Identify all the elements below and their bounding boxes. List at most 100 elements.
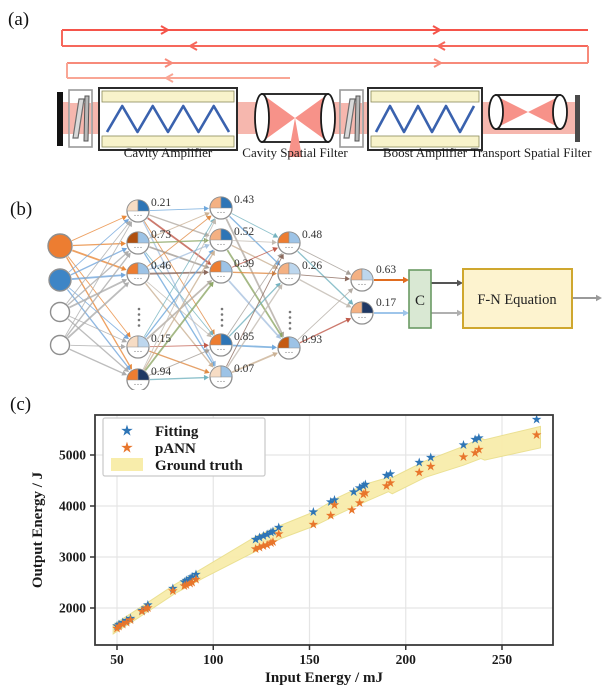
nn-edge [231,244,276,268]
axes-frame [94,414,554,646]
node-activation-wedge [288,231,301,244]
nn-edge [71,274,124,280]
node-activation-wedge [220,333,233,346]
scatter-point-pann: ★ [425,459,436,474]
scatter-point-pann: ★ [185,575,196,590]
nn-edge [66,222,130,304]
flashlamp-strip [101,135,235,148]
nn-edge [67,318,128,371]
node-ellipsis: ··· [134,347,143,357]
legend-entry-label: pANN [155,441,196,457]
scatter-point-fitting: ★ [125,611,136,626]
arrowhead [127,221,132,228]
arrowhead [203,374,210,381]
ground-truth-band [112,425,541,635]
nn-edge [72,242,124,247]
scatter-point-fitting: ★ [185,571,196,586]
node-value: 0.94 [151,366,171,378]
y-tick-label: 3000 [59,550,86,565]
scatter-point-pann: ★ [325,507,336,522]
mirror-right [575,95,580,142]
scatter-point-pann: ★ [473,442,484,457]
node-ellipsis: ··· [217,377,226,387]
scatter-point-pann: ★ [531,427,542,442]
nn-edge [149,214,208,236]
lens-ellipse [552,94,568,130]
node-activation-wedge [126,335,139,348]
scatter-point-fitting: ★ [273,520,284,535]
vertical-ellipsis-dots [137,307,141,311]
nn-edge [232,240,275,243]
node-ellipsis: ··· [285,243,294,253]
node-activation-wedge [209,365,222,378]
nn-edge [68,220,128,273]
nn-edge [231,248,276,268]
arrowhead [123,282,130,288]
arrowhead [277,284,283,290]
nn-edge [143,220,214,337]
arrowhead [403,276,409,284]
arrowhead [120,240,127,247]
nn-edge [147,217,210,264]
legend-entry-label: Fitting [155,424,199,440]
arrowhead [121,370,128,376]
panel-c-scatter-chart: (c) ★★★★★★★★★ ★★★★★★★★★★★★★★★★★★★★★★ ★★ ★★★… [10,394,554,686]
arrowhead [121,265,127,271]
node-value: 0.39 [234,258,254,270]
nn-edge [148,213,208,239]
scatter-point-fitting: ★ [385,466,396,481]
node-activation-wedge [209,260,222,273]
node-activation-wedge [350,268,363,281]
scatter-point-fitting: ★ [265,524,276,539]
node-ellipsis: ··· [358,313,367,323]
nn-edge [228,284,280,337]
flashlamp-strip [101,90,235,103]
scatter-point-pann: ★ [254,540,265,555]
arrowhead [272,232,279,238]
scatter-point-fitting: ★ [473,430,484,445]
scatter-point-fitting: ★ [117,615,128,630]
lens-ellipse [320,93,336,143]
arrowhead [403,309,409,317]
scatter-point-fitting: ★ [360,476,371,491]
scatter-point-pann: ★ [469,445,480,460]
scatter-point-pann: ★ [385,475,396,490]
nn-edge [70,248,125,276]
scatter-point-pann: ★ [265,535,276,550]
scatter-point-fitting: ★ [113,617,124,632]
scatter-point-pann: ★ [117,617,128,632]
nn-edge [299,248,349,274]
node-activation-wedge [288,336,301,349]
node-activation-wedge [277,231,290,244]
scatter-point-fitting: ★ [267,523,278,538]
arrowhead [204,231,210,237]
scatter-point-fitting: ★ [111,618,122,633]
nn-edge [148,245,208,271]
input-node [49,334,71,356]
pinhole-cone [288,118,302,157]
vertical-ellipsis-dots [220,324,224,327]
scatter-point-pann: ★ [258,538,269,553]
x-tick-label: 200 [396,652,417,667]
scatter-point-pann: ★ [140,601,151,616]
combiner-box [408,269,432,329]
arrowhead [208,362,214,368]
nn-edge [146,281,211,340]
arrowhead [123,218,130,225]
nn-edge [65,256,132,368]
arrowhead [345,302,352,308]
tilted-plate [72,98,85,139]
nn-edge [143,220,214,333]
component-label: Cavity Amplifier [124,145,213,160]
panel-c-label: (c) [10,394,31,415]
thin-plate [354,95,361,142]
y-tick-label: 2000 [59,601,86,616]
node-activation-wedge [220,365,233,378]
nn-edge [143,252,214,371]
node-activation-wedge [126,231,139,244]
component-label: Cavity Spatial Filter [242,145,348,160]
arrowhead [209,250,215,257]
node-activation-wedge [361,268,374,281]
arrowhead [204,243,210,249]
beam-direction-arrow [160,25,171,35]
